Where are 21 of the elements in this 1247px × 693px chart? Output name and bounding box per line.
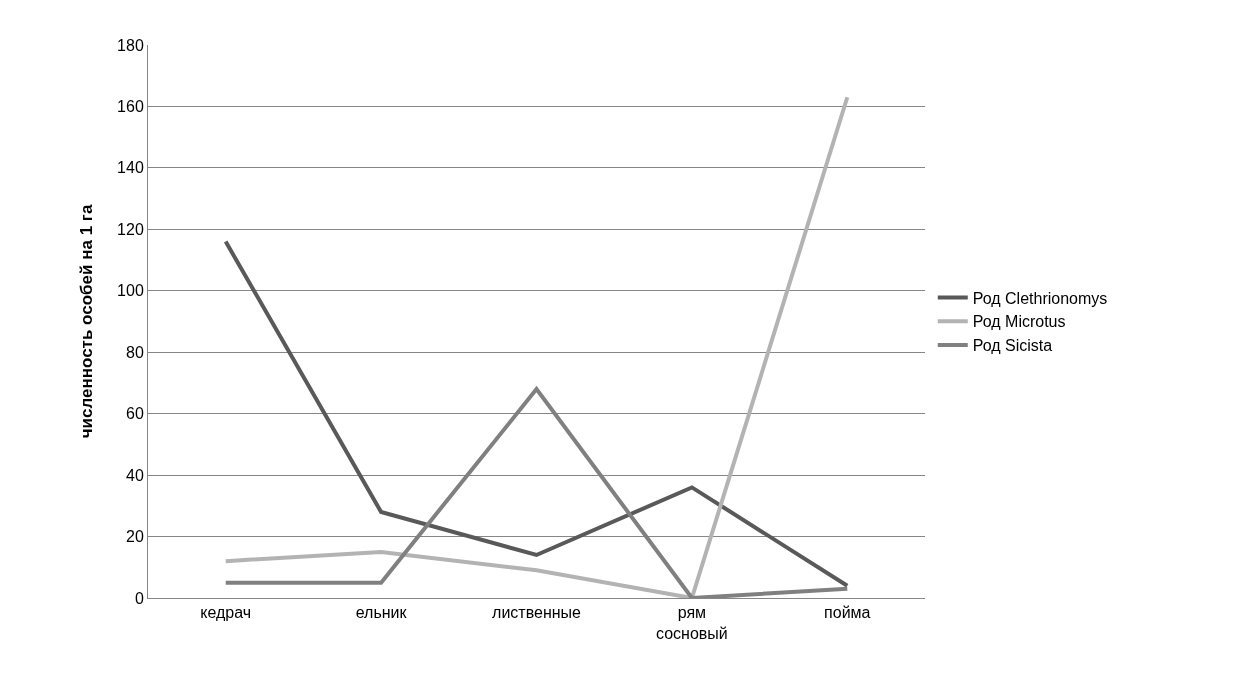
y-tick-label: 160	[117, 98, 144, 116]
y-tick-label: 180	[117, 36, 144, 54]
y-tick-label: 140	[117, 159, 144, 177]
legend-label: Род Clethrionomys	[972, 289, 1108, 307]
y-tick-label: 40	[126, 466, 144, 484]
y-tick-label: 100	[117, 282, 144, 300]
line-series	[223, 239, 850, 588]
y-tick-label: 120	[117, 220, 144, 238]
legend-label: Род Microtus	[972, 313, 1066, 331]
x-tick-label: ельник	[355, 604, 408, 622]
line-series	[223, 95, 850, 598]
y-tick-label: 20	[126, 528, 144, 546]
y-tick-label: 60	[126, 405, 144, 423]
x-tick-label: лиственные	[492, 604, 582, 622]
x-tick-label: пойма	[824, 604, 871, 622]
y-tick-label: 0	[134, 589, 144, 607]
y-tick-label: 80	[126, 343, 144, 361]
x-tick-label: кедрач	[200, 604, 252, 622]
legend-label: Род Sicista	[972, 337, 1053, 355]
x-tick-label: рям сосновый	[656, 604, 728, 642]
y-axis-title: численность особей на 1 га	[76, 204, 96, 439]
